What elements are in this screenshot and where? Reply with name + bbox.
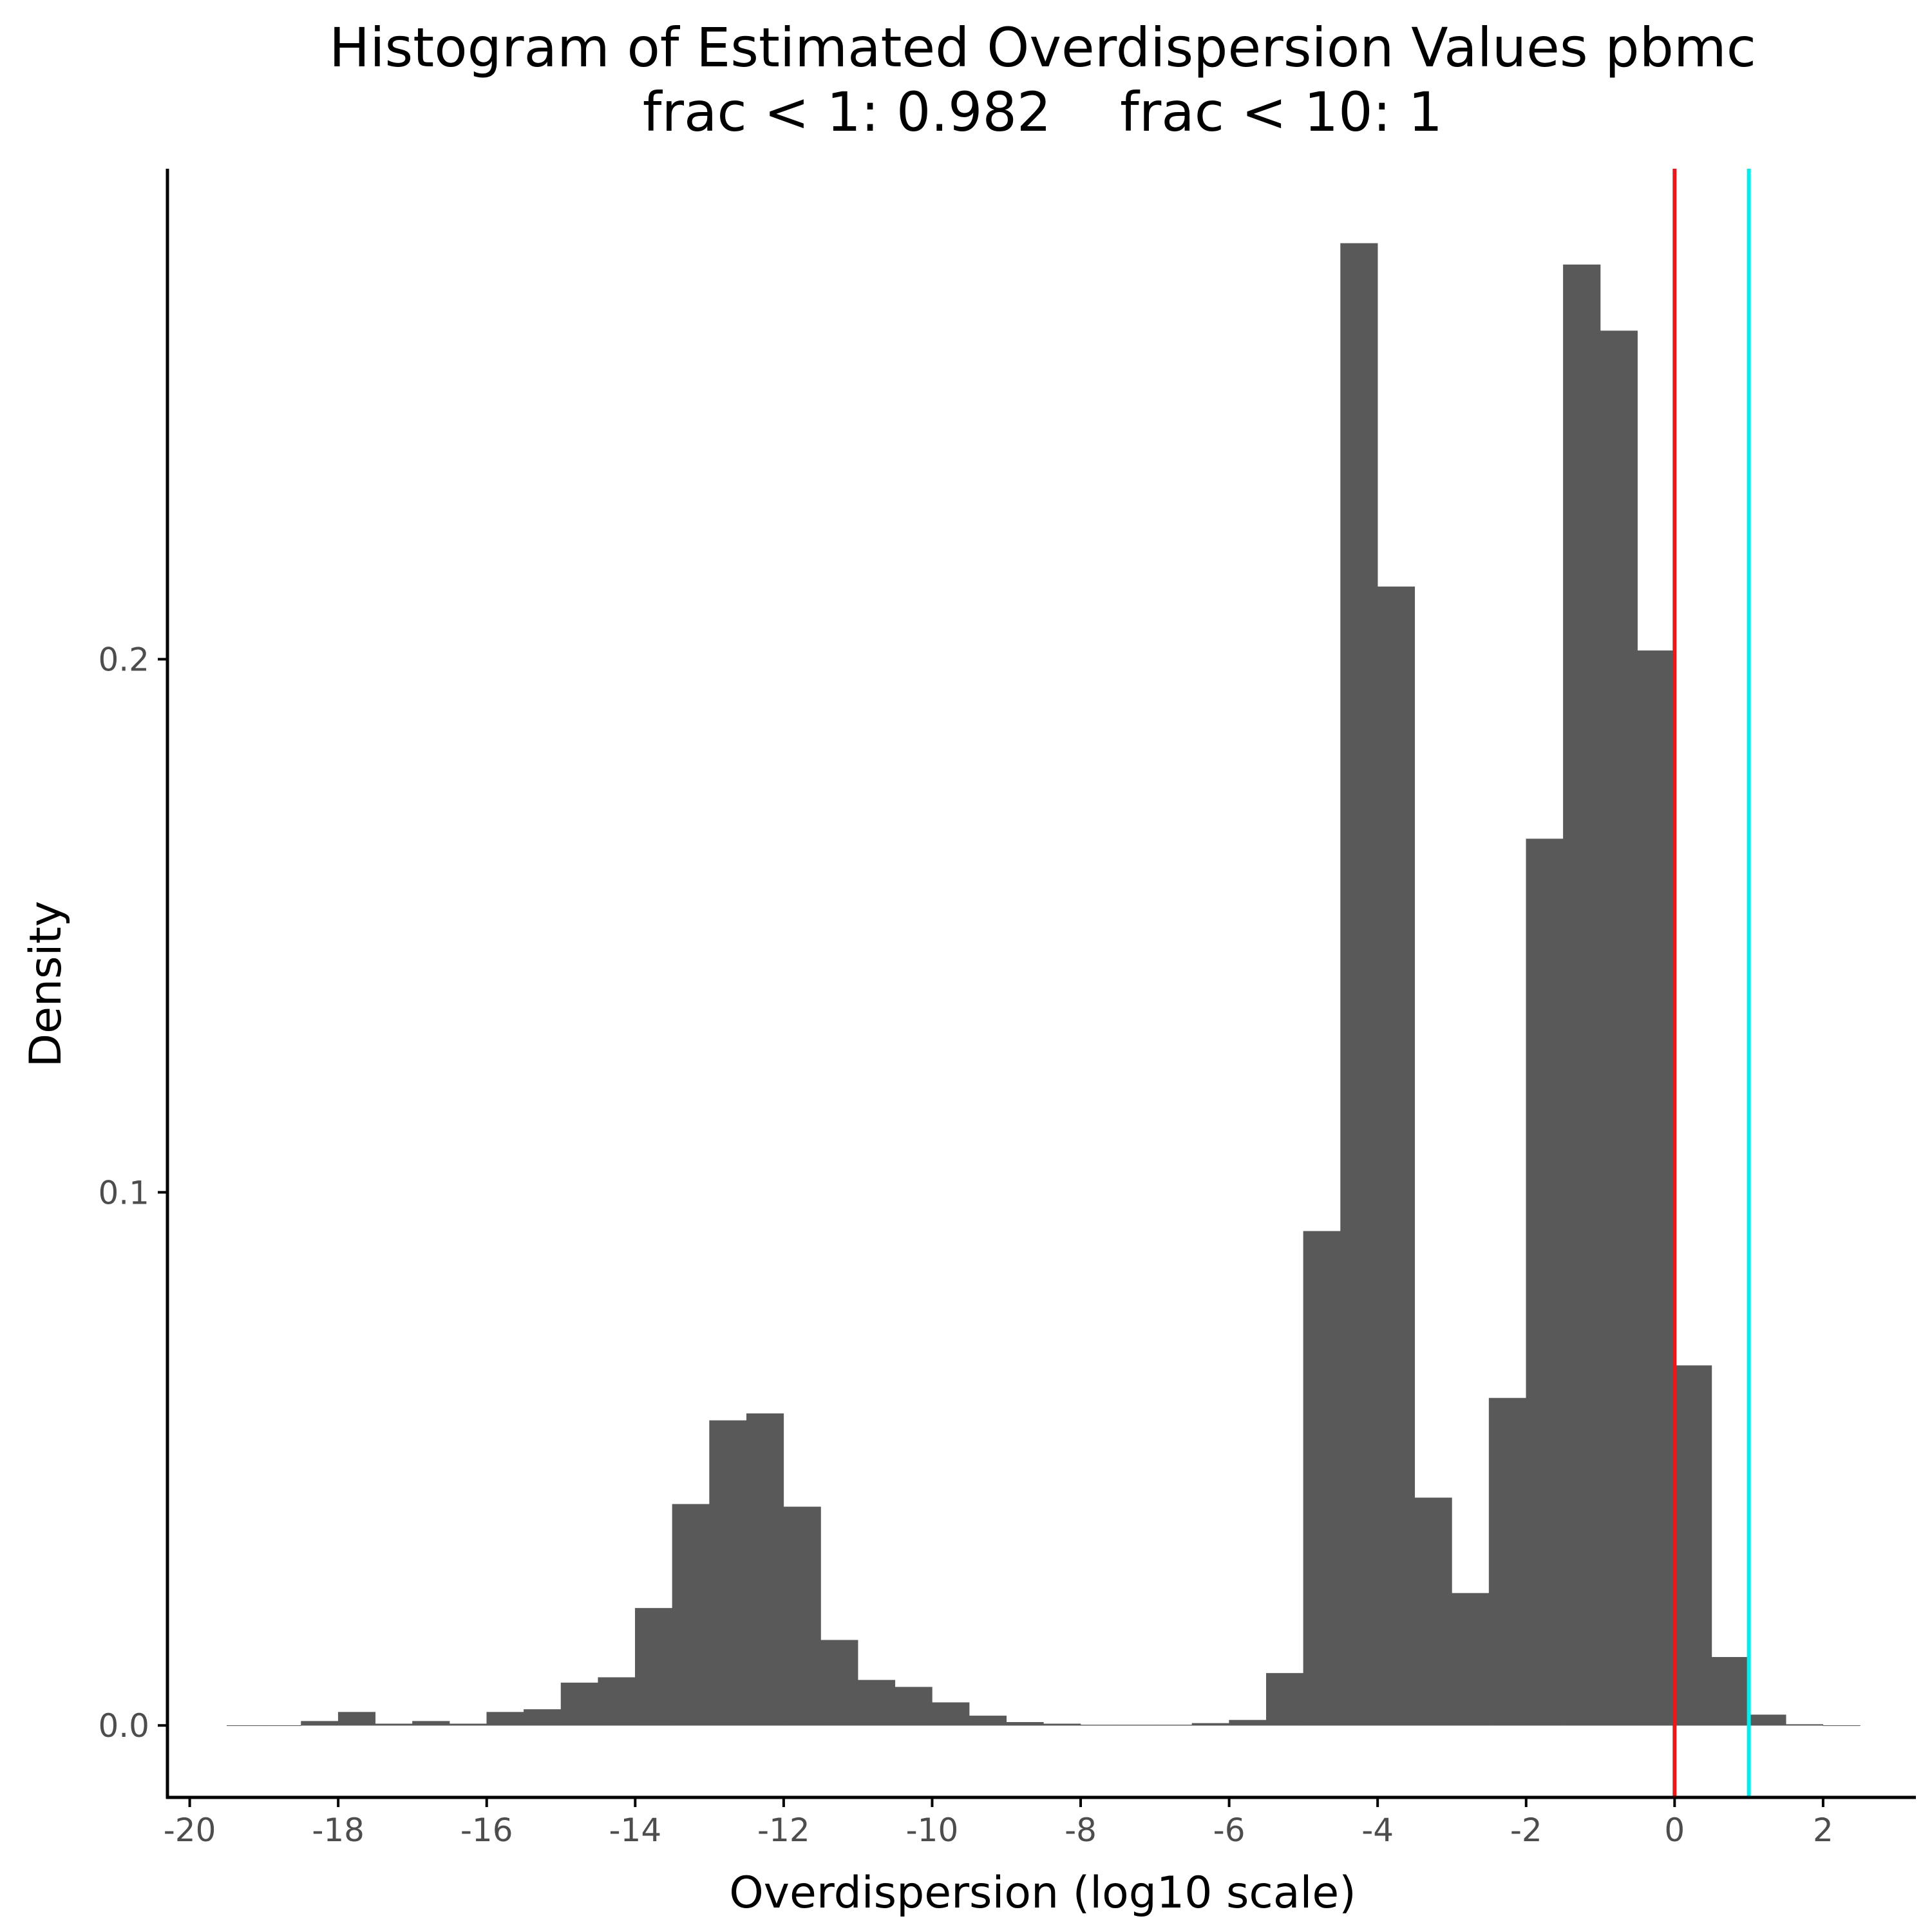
- histogram-bar: [226, 1725, 265, 1727]
- histogram-bar: [486, 1712, 524, 1726]
- x-tick-label: -4: [1361, 1812, 1394, 1849]
- x-tick-label: -16: [460, 1812, 513, 1849]
- histogram-bar: [820, 1640, 858, 1726]
- x-tick-label: -14: [609, 1812, 661, 1849]
- histogram-bar: [375, 1723, 413, 1726]
- histogram-bar: [263, 1725, 301, 1727]
- histogram-bar: [1711, 1657, 1749, 1726]
- histogram-bar: [1748, 1714, 1786, 1726]
- histogram-bar: [1786, 1724, 1824, 1726]
- y-tick-label: 0.2: [98, 641, 149, 679]
- histogram-bar: [1006, 1722, 1044, 1726]
- histogram-bar: [1526, 838, 1564, 1726]
- x-tick-label: -2: [1510, 1812, 1542, 1849]
- histogram-bar: [301, 1721, 339, 1726]
- histogram-bar: [1191, 1723, 1229, 1726]
- histogram-bar: [709, 1420, 747, 1726]
- histogram-bar: [969, 1716, 1007, 1726]
- histogram-bars: [226, 243, 1861, 1727]
- reference-lines: [1672, 169, 1751, 1797]
- histogram-bar: [672, 1504, 710, 1726]
- histogram-bar: [783, 1506, 821, 1726]
- x-tick-label: 2: [1813, 1812, 1833, 1849]
- histogram-bar: [1303, 1231, 1341, 1726]
- histogram-bar: [1563, 264, 1601, 1726]
- y-axis-title: Density: [21, 901, 71, 1068]
- histogram-bar: [1414, 1497, 1452, 1726]
- x-axis-title: Overdispersion (log10 scale): [729, 1868, 1356, 1918]
- chart-title: Histogram of Estimated Overdispersion Va…: [329, 16, 1756, 79]
- histogram-bar: [746, 1413, 784, 1726]
- histogram-bar: [412, 1721, 450, 1726]
- x-tick-label: -18: [312, 1812, 365, 1849]
- histogram-bar: [524, 1709, 562, 1726]
- histogram-bar: [449, 1723, 487, 1726]
- x-tick-label: -10: [906, 1812, 959, 1849]
- y-tick-label: 0.0: [98, 1707, 149, 1745]
- x-tick-label: 0: [1664, 1812, 1685, 1849]
- y-axis-ticks: 0.0 0.1 0.2: [98, 641, 167, 1745]
- x-tick-label: -20: [164, 1812, 216, 1849]
- histogram-bar: [598, 1677, 636, 1726]
- y-tick-label: 0.1: [98, 1174, 149, 1211]
- histogram-bar: [1452, 1593, 1490, 1726]
- histogram-bar: [1823, 1725, 1861, 1727]
- histogram-bar: [932, 1702, 970, 1726]
- histogram-bar: [1674, 1365, 1712, 1726]
- histogram-bar: [560, 1682, 598, 1726]
- chart-subtitle: frac < 1: 0.982 frac < 10: 1: [643, 80, 1443, 144]
- histogram-bar: [1377, 586, 1416, 1726]
- histogram-bar: [1340, 243, 1378, 1726]
- histogram-bar: [635, 1607, 673, 1726]
- histogram-bar: [1229, 1719, 1267, 1726]
- histogram-bar: [1043, 1723, 1081, 1726]
- histogram-bar: [1600, 330, 1638, 1726]
- histogram-bar: [1637, 650, 1675, 1726]
- histogram-bar: [857, 1680, 896, 1726]
- histogram-bar: [1488, 1397, 1526, 1726]
- histogram-bar: [1265, 1672, 1304, 1726]
- x-axis-ticks: -20 -18 -16 -14 -12 -10 -8 -6 -4 -2 0 2: [164, 1797, 1833, 1849]
- x-tick-label: -8: [1065, 1812, 1097, 1849]
- histogram-bar: [895, 1687, 933, 1726]
- x-tick-label: -6: [1213, 1812, 1245, 1849]
- x-tick-label: -12: [757, 1812, 810, 1849]
- histogram-bar: [337, 1712, 376, 1726]
